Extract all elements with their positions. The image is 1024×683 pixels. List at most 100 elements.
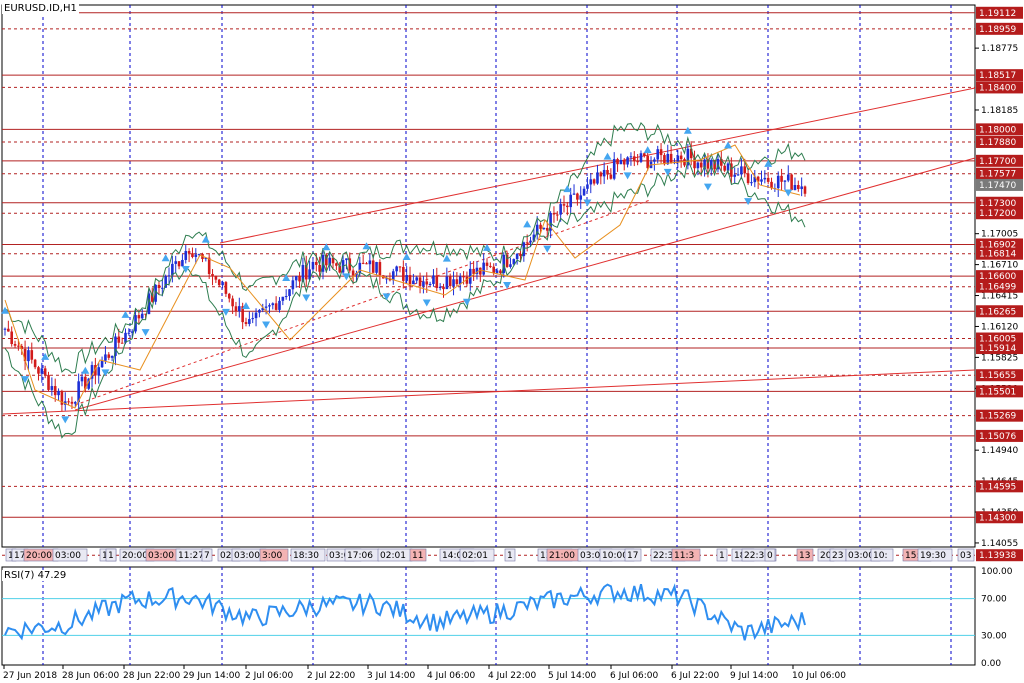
candle-body (351, 270, 355, 276)
fractal-arrow-icon (181, 266, 190, 274)
candle-body (104, 354, 107, 361)
candle-body (33, 359, 37, 368)
candle-body (676, 155, 680, 163)
event-tag-box (671, 548, 701, 562)
candle-body (378, 262, 382, 276)
candle-body (509, 264, 512, 267)
candle-body (425, 281, 429, 285)
candle-body (763, 177, 767, 180)
candle-body (27, 350, 30, 362)
candle-body (194, 254, 198, 257)
time-axis-label: 4 Jul 06:00 (427, 671, 476, 681)
candle-body (248, 319, 251, 324)
candle-body (569, 194, 572, 208)
event-tag-label: 10:00 (602, 551, 628, 561)
fractal-arrow-icon (643, 146, 652, 154)
candle-body (428, 283, 432, 285)
candle-body (632, 156, 636, 162)
level-tag-label: 1.15501 (979, 387, 1016, 397)
candle-body (803, 186, 807, 194)
candle-body (204, 257, 208, 260)
level-tag-box (976, 549, 1023, 562)
event-tag-label: 02:01 (462, 551, 488, 561)
level-tag-label: 1.17577 (979, 170, 1016, 180)
time-axis-label: 2 Jul 06:00 (245, 671, 294, 681)
fractal-arrow-icon (41, 352, 50, 360)
candle-body (20, 346, 24, 349)
event-tag-label: 1 (108, 551, 114, 561)
event-tag-label: 13 (799, 551, 810, 561)
candle-body (60, 391, 64, 405)
fractal-arrow-icon (603, 152, 612, 160)
candle-body (489, 265, 492, 267)
candle-body (663, 155, 666, 165)
candle-body (395, 266, 398, 272)
time-axis-label: 27 Jun 2018 (3, 671, 57, 681)
candle-body (616, 159, 619, 165)
candle-body (639, 153, 643, 162)
event-tag-label: 03:00 (234, 551, 260, 561)
candle-body (786, 174, 790, 181)
event-tag-label: 03 (960, 551, 971, 561)
candle-body (217, 279, 221, 286)
candle-body (432, 275, 435, 284)
candle-body (760, 179, 763, 182)
event-tag-box (201, 548, 213, 562)
fractal-arrow-icon (784, 189, 793, 197)
price-tick-label: 1.17005 (981, 230, 1018, 240)
event-tag-box (290, 548, 326, 562)
candle-body (171, 263, 174, 276)
candle-body (288, 289, 291, 297)
candle-body (479, 267, 482, 275)
candle-body (776, 175, 780, 189)
price-tick-label: 1.14055 (981, 539, 1018, 549)
candle-body (375, 262, 378, 273)
candle-body (609, 174, 613, 179)
fractal-arrow-icon (81, 366, 90, 374)
candle-body (515, 253, 519, 260)
candle-body (261, 307, 265, 310)
event-tag-label: 03:00 (329, 551, 355, 561)
candle-body (629, 156, 633, 158)
candle-body (505, 254, 509, 267)
candle-body (750, 182, 753, 184)
candle-body (797, 185, 800, 190)
event-tag-box (259, 548, 289, 562)
candle-body (706, 159, 710, 169)
candle-body (726, 163, 730, 171)
level-tag-label: 1.15076 (979, 432, 1016, 442)
candle-body (770, 181, 773, 189)
candle-body (532, 234, 536, 241)
candle-body (234, 306, 238, 312)
event-tag-label: 22:30 (744, 551, 770, 561)
fractal-arrow-icon (422, 299, 431, 307)
level-tag-label: 1.19112 (979, 9, 1016, 19)
candle-body (542, 227, 546, 229)
candle-body (442, 286, 445, 290)
candle-body (780, 175, 783, 182)
rsi-tick-label: 70.00 (981, 595, 1007, 605)
candle-body (405, 275, 408, 281)
zigzag-line (4, 144, 801, 409)
candle-body (70, 401, 74, 404)
candle-body (348, 258, 352, 271)
fractal-arrow-icon (242, 301, 251, 309)
candle-body (552, 213, 556, 215)
fractal-arrow-icon (744, 198, 753, 206)
candle-body (740, 166, 743, 175)
candle-body (709, 160, 713, 169)
candle-body (358, 262, 362, 274)
candle-body (345, 258, 348, 261)
level-tag-box (976, 135, 1023, 148)
candle-body (177, 261, 181, 267)
event-tag-label: 17 (627, 551, 638, 561)
candle-body (57, 391, 60, 396)
candle-body (653, 159, 656, 162)
candle-body (495, 270, 499, 273)
event-tag-label: 18:30 (293, 551, 319, 561)
time-axis-label: 28 Jun 22:00 (123, 671, 180, 681)
fractal-arrow-icon (342, 273, 351, 281)
candle-body (699, 162, 703, 168)
